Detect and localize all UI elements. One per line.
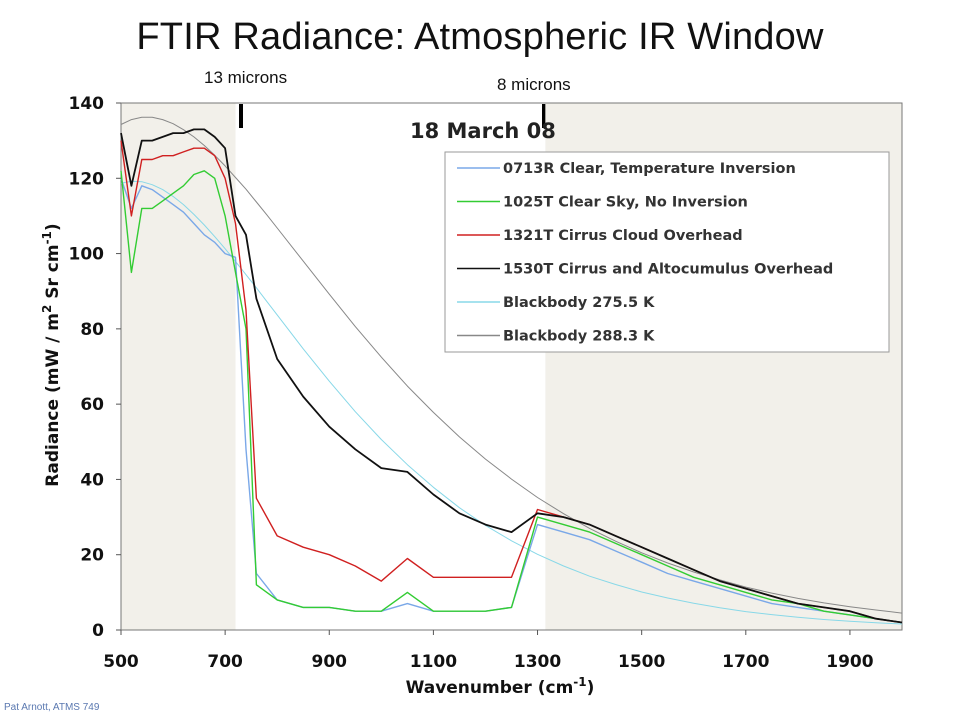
- y-axis-title: Radiance (mW / m2 Sr cm-1): [40, 223, 63, 486]
- y-tick-label: 0: [92, 621, 104, 641]
- legend: 0713R Clear, Temperature Inversion 1025T …: [444, 151, 890, 353]
- x-axis-title: Wavenumber (cm-1): [406, 675, 595, 698]
- x-tick-label: 1900: [826, 652, 873, 672]
- series-lines: [120, 116, 903, 625]
- x-tick-label: 1100: [410, 652, 457, 672]
- legend-entry: 1530T Cirrus and Altocumulus Overhead: [503, 262, 833, 278]
- x-tick-label: 900: [312, 652, 348, 672]
- series-line-1: [120, 170, 903, 624]
- series-line-3: [120, 128, 903, 624]
- axis-ticks: 500 700 900 1100 1300 1500 1700 1900 0 20 40 60 80 10…: [69, 94, 874, 672]
- legend-entry: 0713R Clear, Temperature Inversion: [503, 161, 796, 177]
- y-tick-label: 40: [80, 470, 104, 490]
- legend-entry: 1321T Cirrus Cloud Overhead: [503, 228, 743, 244]
- y-tick-label: 100: [69, 245, 105, 265]
- plot-frame: [120, 102, 903, 631]
- y-tick-label: 80: [80, 320, 104, 340]
- x-tick-label: 500: [103, 652, 139, 672]
- series-line-4: [120, 180, 903, 625]
- y-tick-label: 60: [80, 395, 104, 415]
- legend-box: [444, 151, 890, 353]
- x-tick-label: 1300: [514, 652, 561, 672]
- slide-title: FTIR Radiance: Atmospheric IR Window: [136, 16, 824, 58]
- chart-date-title: 18 March 08: [410, 119, 556, 143]
- x-tick-label: 1700: [722, 652, 769, 672]
- y-tick-label: 120: [69, 169, 105, 189]
- marker-label-13-microns: 13 microns: [204, 68, 288, 87]
- footer-credit: Pat Arnott, ATMS 749: [4, 702, 100, 713]
- marker-label-8-microns: 8 microns: [497, 75, 571, 94]
- series-line-5: [120, 116, 903, 614]
- series-line-0: [120, 178, 903, 624]
- radiance-chart: 500 700 900 1100 1300 1500 1700 1900 0 20 40 60 80 10…: [40, 94, 903, 698]
- legend-entry: Blackbody 288.3 K: [503, 329, 655, 345]
- legend-entry: Blackbody 275.5 K: [503, 295, 655, 311]
- marker-tick-13-microns: [239, 104, 243, 128]
- y-tick-label: 140: [69, 94, 105, 114]
- x-tick-label: 1500: [618, 652, 665, 672]
- y-tick-label: 20: [80, 546, 104, 566]
- x-tick-label: 700: [207, 652, 243, 672]
- legend-entry: 1025T Clear Sky, No Inversion: [503, 195, 748, 211]
- marker-tick-8-microns: [542, 104, 546, 128]
